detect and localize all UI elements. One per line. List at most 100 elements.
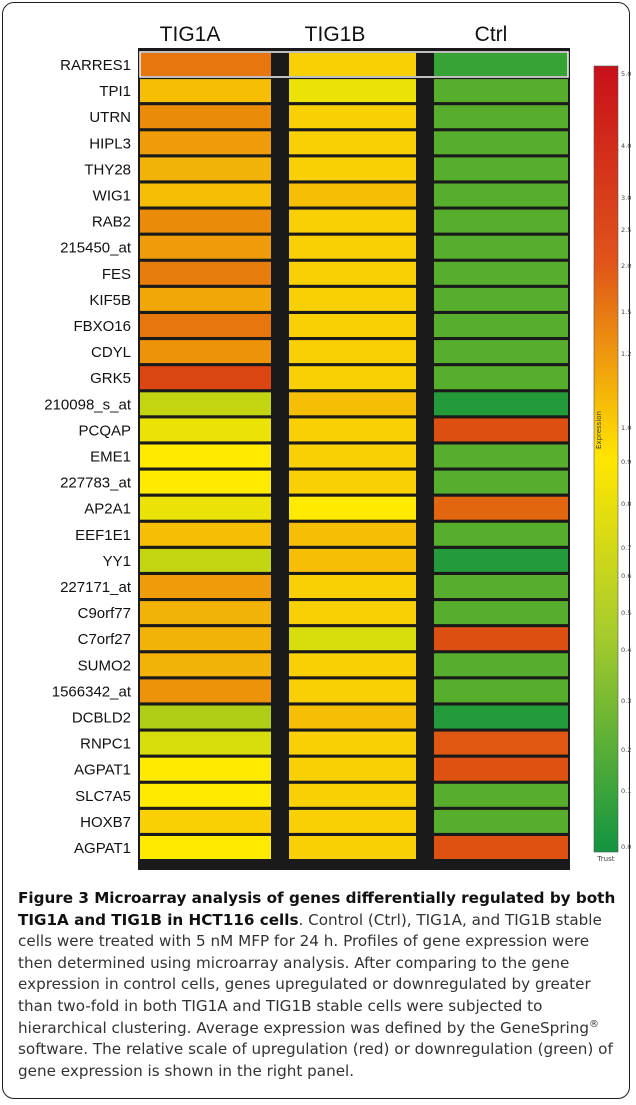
- colorbar-tick-label: 0.6: [621, 572, 631, 580]
- row-label: 227783_at: [60, 475, 132, 492]
- figure-caption: Figure 3 Microarray analysis of genes di…: [18, 888, 624, 1082]
- heatmap-cell: [289, 366, 416, 390]
- row-label: 1566342_at: [52, 683, 132, 700]
- heatmap-cell: [434, 653, 568, 677]
- heatmap-cell: [434, 105, 568, 129]
- colorbar-tick-label: 1.5: [621, 308, 631, 316]
- heatmap-cell: [289, 183, 416, 207]
- colorbar-tick-label: 0.9: [621, 458, 631, 466]
- colorbar-tick-label: 0.2: [621, 746, 631, 754]
- heatmap-cell: [140, 131, 271, 155]
- row-label: AGPAT1: [74, 762, 131, 779]
- heatmap-cell: [289, 705, 416, 729]
- heatmap-cell: [140, 79, 271, 103]
- heatmap-cell: [140, 392, 271, 416]
- heatmap-cell: [140, 653, 271, 677]
- selected-row-outline: [139, 51, 569, 78]
- heatmap-cell: [289, 314, 416, 337]
- heatmap-cell: [434, 131, 568, 155]
- row-label: FBXO16: [73, 318, 131, 335]
- heatmap-cell: [434, 157, 568, 181]
- caption-title: Figure 3 Microarray analysis of genes di…: [18, 889, 616, 929]
- heatmap-cell: [434, 235, 568, 259]
- heatmap-cell: [140, 287, 271, 311]
- column-headers: TIG1A TIG1B Ctrl: [160, 23, 508, 46]
- heatmap-cell: [140, 235, 271, 259]
- heatmap-cell: [434, 705, 568, 729]
- heatmap-cell: [434, 757, 568, 781]
- heatmap-cell: [289, 496, 416, 520]
- heatmap-chart: TIG1A TIG1B Ctrl RARRES1 TPI1 UTRN HIPL3 THY28…: [44, 23, 631, 870]
- heatmap-cell: [434, 470, 568, 494]
- heatmap-cell: [140, 757, 271, 781]
- row-label: WIG1: [93, 188, 131, 205]
- heatmap-cell: [289, 809, 416, 833]
- row-label: C9orf77: [78, 605, 131, 622]
- row-label: 210098_s_at: [44, 396, 132, 413]
- heatmap-cell: [289, 548, 416, 572]
- heatmap-cell: [434, 444, 568, 468]
- row-label: YY1: [103, 553, 131, 570]
- colorbar-tick-label: 1.0: [621, 424, 631, 432]
- heatmap-cell: [434, 496, 568, 520]
- heatmap-cell: [434, 575, 568, 598]
- heatmap-cell: [140, 548, 271, 572]
- row-label: HOXB7: [80, 814, 131, 831]
- row-label: DCBLD2: [72, 710, 131, 727]
- heatmap-cell: [434, 809, 568, 833]
- heatmap-cell: [434, 836, 568, 859]
- row-label: UTRN: [89, 109, 131, 126]
- row-label: AGPAT1: [74, 840, 131, 857]
- heatmap-cell: [140, 679, 271, 703]
- heatmap-cells: [139, 51, 569, 859]
- heatmap-cell: [289, 235, 416, 259]
- colorbar-gradient: [593, 65, 619, 853]
- heatmap-cell: [434, 548, 568, 572]
- row-label: FES: [102, 266, 131, 283]
- heatmap-cell: [140, 705, 271, 729]
- heatmap-cell: [140, 209, 271, 233]
- heatmap-cell: [140, 575, 271, 598]
- heatmap-cell: [434, 79, 568, 103]
- heatmap-cell: [434, 731, 568, 755]
- heatmap-cell: [140, 183, 271, 207]
- colorbar-tick-label: 2.5: [621, 226, 631, 234]
- colorbar-bottom-label: Trust: [597, 855, 615, 863]
- heatmap-cell: [434, 601, 568, 625]
- heatmap-cell: [140, 314, 271, 337]
- colorbar-tick-label: 0.1: [621, 787, 631, 795]
- row-label: PCQAP: [78, 422, 131, 439]
- row-label: SLC7A5: [75, 788, 131, 805]
- registered-mark: ®: [589, 1018, 600, 1030]
- colorbar-tick-label: 3.0: [621, 194, 631, 202]
- row-label: THY28: [84, 161, 131, 178]
- heatmap-cell: [140, 836, 271, 859]
- heatmap-cell: [434, 392, 568, 416]
- heatmap-cell: [289, 392, 416, 416]
- heatmap-cell: [434, 522, 568, 546]
- column-header-ctrl: Ctrl: [475, 23, 508, 46]
- row-label: SUMO2: [78, 657, 131, 674]
- heatmap-cell: [289, 209, 416, 233]
- row-label: HIPL3: [89, 135, 131, 152]
- heatmap-cell: [140, 783, 271, 807]
- colorbar-title: Expression: [595, 411, 603, 449]
- heatmap-cell: [289, 757, 416, 781]
- heatmap-cell: [289, 53, 416, 76]
- heatmap-cell: [140, 157, 271, 181]
- heatmap-cell: [140, 470, 271, 494]
- row-label: RARRES1: [60, 57, 131, 74]
- heatmap-cell: [140, 105, 271, 129]
- heatmap-cell: [289, 731, 416, 755]
- heatmap-cell: [434, 287, 568, 311]
- heatmap-cell: [289, 783, 416, 807]
- heatmap-cell: [289, 131, 416, 155]
- heatmap-cell: [140, 627, 271, 651]
- heatmap-cell: [140, 809, 271, 833]
- row-label: 215450_at: [60, 240, 132, 257]
- colorbar: Expression Trust 5.0 4.0 3.0 2.5 2.0 1.5 1.2 1.…: [593, 65, 631, 863]
- row-label: 227171_at: [60, 579, 132, 596]
- heatmap-cell: [289, 418, 416, 442]
- heatmap-cell: [140, 496, 271, 520]
